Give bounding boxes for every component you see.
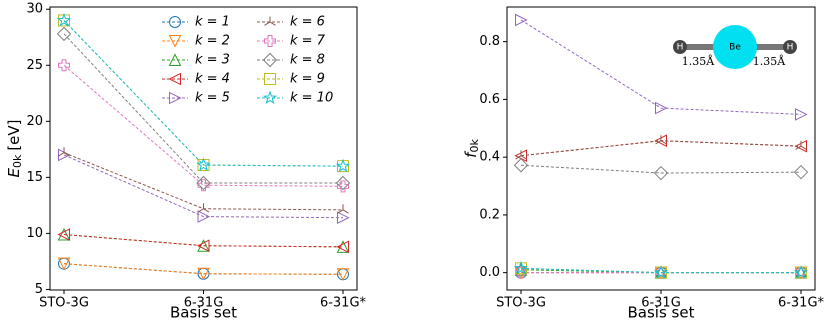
- series-line: [520, 19, 802, 115]
- legend-marker: [262, 52, 278, 68]
- marker: [653, 265, 669, 279]
- y-axis-label-part: f: [462, 150, 480, 158]
- x-axis-label: Basis set: [628, 304, 695, 322]
- y-tick-label: 20: [26, 114, 43, 129]
- marker: [515, 13, 528, 27]
- y-tick-label: 10: [26, 226, 43, 241]
- series-line: [63, 263, 344, 275]
- x-axis-label: Basis set: [170, 304, 237, 322]
- marker: [653, 165, 669, 181]
- legend-marker: [264, 35, 276, 47]
- y-axis-label-part: 0k: [11, 154, 24, 168]
- legend-marker: [168, 72, 181, 86]
- y-axis-label-part: 0k: [468, 139, 481, 153]
- marker: [197, 267, 210, 281]
- marker: [335, 175, 351, 191]
- marker: [196, 157, 211, 172]
- marker: [793, 265, 809, 279]
- legend-marker: [169, 91, 182, 105]
- y-axis-label-part: E: [5, 168, 23, 178]
- legend-marker: [168, 53, 182, 66]
- y-tick-label: 0.0: [479, 265, 500, 280]
- series-line: [520, 164, 802, 174]
- marker: [513, 260, 529, 275]
- marker: [655, 101, 668, 115]
- marker: [515, 150, 527, 160]
- marker: [513, 158, 529, 173]
- x-tick-label: STO-3G: [39, 296, 89, 311]
- series-line: [63, 64, 344, 187]
- legend-label: k = 2: [195, 34, 230, 49]
- y-tick-label: 30: [26, 2, 43, 17]
- marker: [795, 108, 808, 121]
- legend-label: k = 1: [195, 15, 230, 30]
- series-line: [520, 267, 801, 274]
- bond-label: 1.35Å: [753, 54, 786, 68]
- y-tick-label: 15: [26, 170, 43, 185]
- legend-marker: [168, 35, 182, 48]
- legend-label: k = 5: [195, 91, 230, 106]
- atom: [673, 40, 687, 54]
- legend-label: k = 9: [290, 72, 325, 87]
- legend-label: k = 3: [195, 53, 230, 68]
- marker: [335, 158, 351, 173]
- series-line: [63, 20, 344, 167]
- marker: [793, 164, 809, 180]
- legend-label: k = 7: [290, 34, 326, 49]
- atom: [783, 40, 797, 54]
- atom-label: H: [677, 43, 684, 53]
- marker: [196, 175, 211, 191]
- marker: [337, 211, 350, 225]
- y-tick-label: 0.8: [479, 34, 500, 49]
- x-tick-label: 6-31G: [184, 296, 224, 311]
- marker: [57, 257, 71, 271]
- molecule-inset: H Be H 1.35Å 1.35Å: [673, 25, 797, 69]
- marker: [58, 147, 70, 157]
- y-tick-label: 5: [35, 282, 43, 297]
- plot: 0.0 0.2 0.4 0.6 0.8 STO-3G 6-31G 6-31G* Basis se…: [462, 6, 825, 322]
- y-axis-label: E0k [eV]: [5, 119, 25, 177]
- y-axis-label: f0k: [462, 139, 482, 158]
- atom-label: H: [787, 43, 794, 53]
- atom: [713, 25, 757, 69]
- marker: [337, 204, 349, 214]
- legend-marker: [264, 16, 276, 26]
- x-tick-label: 6-31G*: [778, 296, 825, 311]
- marker: [655, 135, 667, 145]
- series-line: [63, 33, 343, 184]
- marker: [197, 210, 211, 223]
- y-tick-label: 0.4: [479, 150, 500, 165]
- legend-label: k = 8: [290, 53, 325, 68]
- legend-label: k = 4: [195, 72, 230, 87]
- atom-label: Be: [729, 43, 741, 53]
- legend-marker: [264, 73, 276, 85]
- marker: [58, 59, 70, 72]
- marker: [196, 239, 210, 253]
- y-axis-label-part: [eV]: [5, 119, 23, 150]
- marker: [56, 12, 72, 27]
- y-tick-label: 25: [26, 58, 43, 73]
- marker: [336, 268, 350, 281]
- x-tick-label: 6-31G: [641, 296, 681, 311]
- y-tick-label: 0.6: [479, 92, 500, 107]
- legend-marker: [169, 16, 181, 28]
- x-tick-label: STO-3G: [496, 296, 546, 311]
- marker: [197, 203, 210, 213]
- plot: 5 10 15 20 25 30 STO-3G 6-31G 6-31G* Basis set E0k…: [5, 2, 367, 322]
- legend-label: k = 10: [290, 91, 333, 106]
- marker: [336, 240, 349, 254]
- legend-marker: [262, 90, 278, 105]
- x-tick-label: 6-31G*: [320, 296, 367, 311]
- series-line: [63, 154, 344, 219]
- y-tick-label: 0.2: [479, 207, 500, 222]
- series-line: [63, 234, 344, 248]
- marker: [795, 140, 807, 150]
- legend-label: k = 6: [290, 15, 325, 30]
- bond-label: 1.35Å: [682, 54, 715, 68]
- marker: [56, 26, 72, 42]
- marker: [57, 228, 70, 241]
